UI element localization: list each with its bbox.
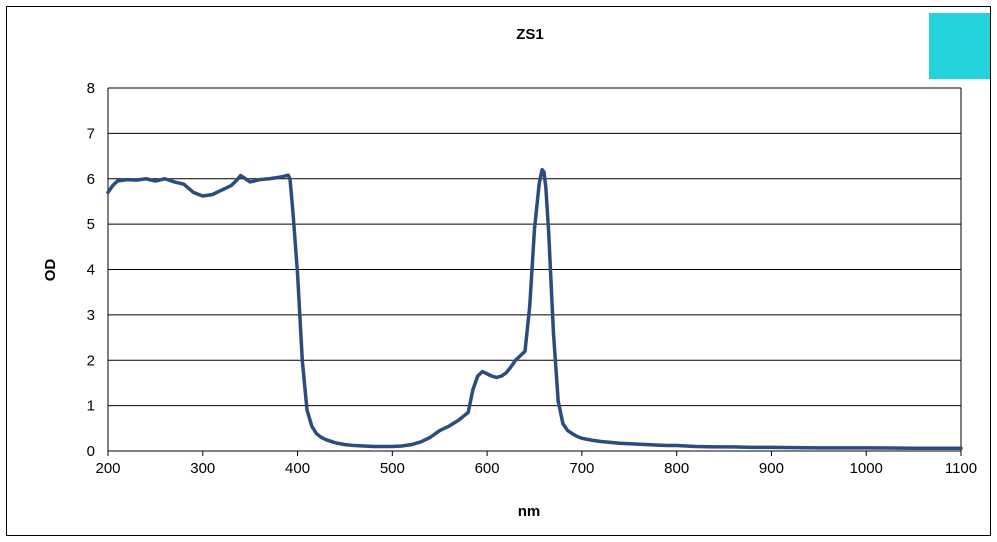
x-axis-label: nm xyxy=(518,503,541,520)
x-tick-label: 600 xyxy=(475,460,500,477)
x-tick-label: 800 xyxy=(664,460,689,477)
x-tick-label: 1100 xyxy=(945,460,977,477)
x-tick-label: 400 xyxy=(285,460,310,477)
y-axis-label: OD xyxy=(42,259,59,282)
y-tick-label: 3 xyxy=(87,307,95,324)
y-tick-label: 7 xyxy=(87,125,95,142)
grid-layer xyxy=(107,87,962,456)
x-tick-label: 900 xyxy=(759,460,784,477)
x-tick-label: 300 xyxy=(190,460,215,477)
y-tick-label: 6 xyxy=(87,171,95,188)
y-tick-label: 1 xyxy=(87,398,95,415)
series-line xyxy=(106,167,963,451)
color-swatch xyxy=(929,13,990,79)
chart-title: ZS1 xyxy=(516,26,544,43)
x-tick-label: 700 xyxy=(569,460,594,477)
x-tick-labels: 200 300 400 500 600 700 800 900 1000 1100 xyxy=(95,460,977,477)
y-tick-label: 8 xyxy=(87,80,95,97)
x-tick-label: 500 xyxy=(380,460,405,477)
y-tick-label: 0 xyxy=(87,443,95,460)
y-tick-label: 4 xyxy=(87,262,95,279)
x-tick-label: 200 xyxy=(95,460,120,477)
y-tick-label: 2 xyxy=(87,352,95,369)
y-tick-label: 5 xyxy=(87,216,95,233)
x-tick-label: 1000 xyxy=(850,460,883,477)
y-tick-labels: 0 1 2 3 4 5 6 7 8 xyxy=(87,80,95,460)
